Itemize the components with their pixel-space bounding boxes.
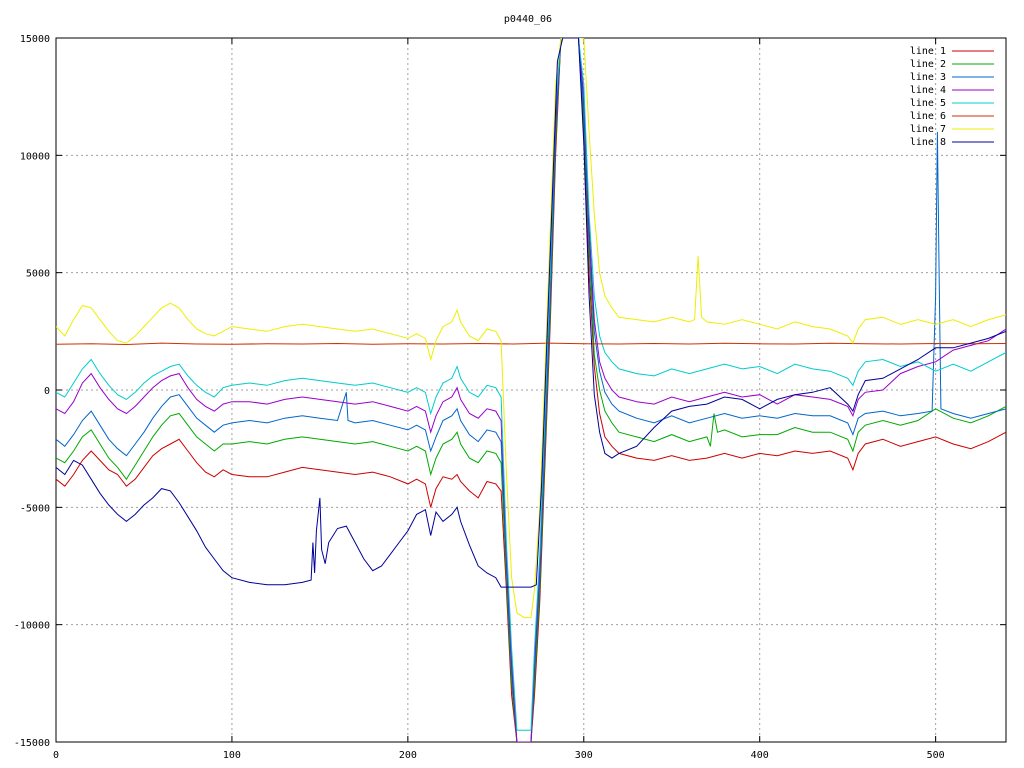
x-tick-label: 300: [575, 750, 593, 761]
y-tick-label: 0: [44, 386, 50, 397]
x-tick-label: 200: [399, 750, 417, 761]
y-tick-label: 10000: [20, 151, 50, 162]
legend: line 1 line 2 line 3 line 4 line 5 line 6 line…: [910, 46, 994, 148]
y-tick-label: -10000: [14, 621, 50, 632]
axes: 0 100 200 300 400 500 -15000 -10000 -5000 0 5000 10…: [14, 34, 1007, 761]
grid: [56, 38, 1006, 742]
y-tick-label: 5000: [26, 269, 50, 280]
legend-label: line 1: [910, 46, 946, 57]
x-tick-label: 400: [751, 750, 769, 761]
series-line-1: [56, 38, 1006, 742]
x-tick-label: 500: [927, 750, 945, 761]
chart-title: p0440_06: [504, 14, 552, 25]
legend-label: line 7: [910, 124, 946, 135]
legend-label: line 6: [910, 111, 946, 122]
legend-label: line 2: [910, 59, 946, 70]
x-tick-label: 0: [53, 750, 59, 761]
legend-label: line 3: [910, 72, 946, 83]
series-group: [56, 38, 1006, 742]
series-line-7: [56, 38, 1006, 619]
series-line-5: [56, 38, 1006, 731]
series-line-4: [56, 38, 1006, 742]
legend-label: line 4: [910, 85, 946, 96]
series-line-6: [56, 342, 1006, 346]
x-tick-label: 100: [223, 750, 241, 761]
y-tick-label: 15000: [20, 34, 50, 45]
legend-label: line 5: [910, 98, 946, 109]
series-line-3: [56, 38, 1006, 742]
legend-label: line 8: [910, 137, 946, 148]
series-line-2: [56, 38, 1006, 742]
y-tick-label: -5000: [20, 503, 50, 514]
series-line-8: [56, 38, 1006, 588]
y-tick-label: -15000: [14, 738, 50, 749]
